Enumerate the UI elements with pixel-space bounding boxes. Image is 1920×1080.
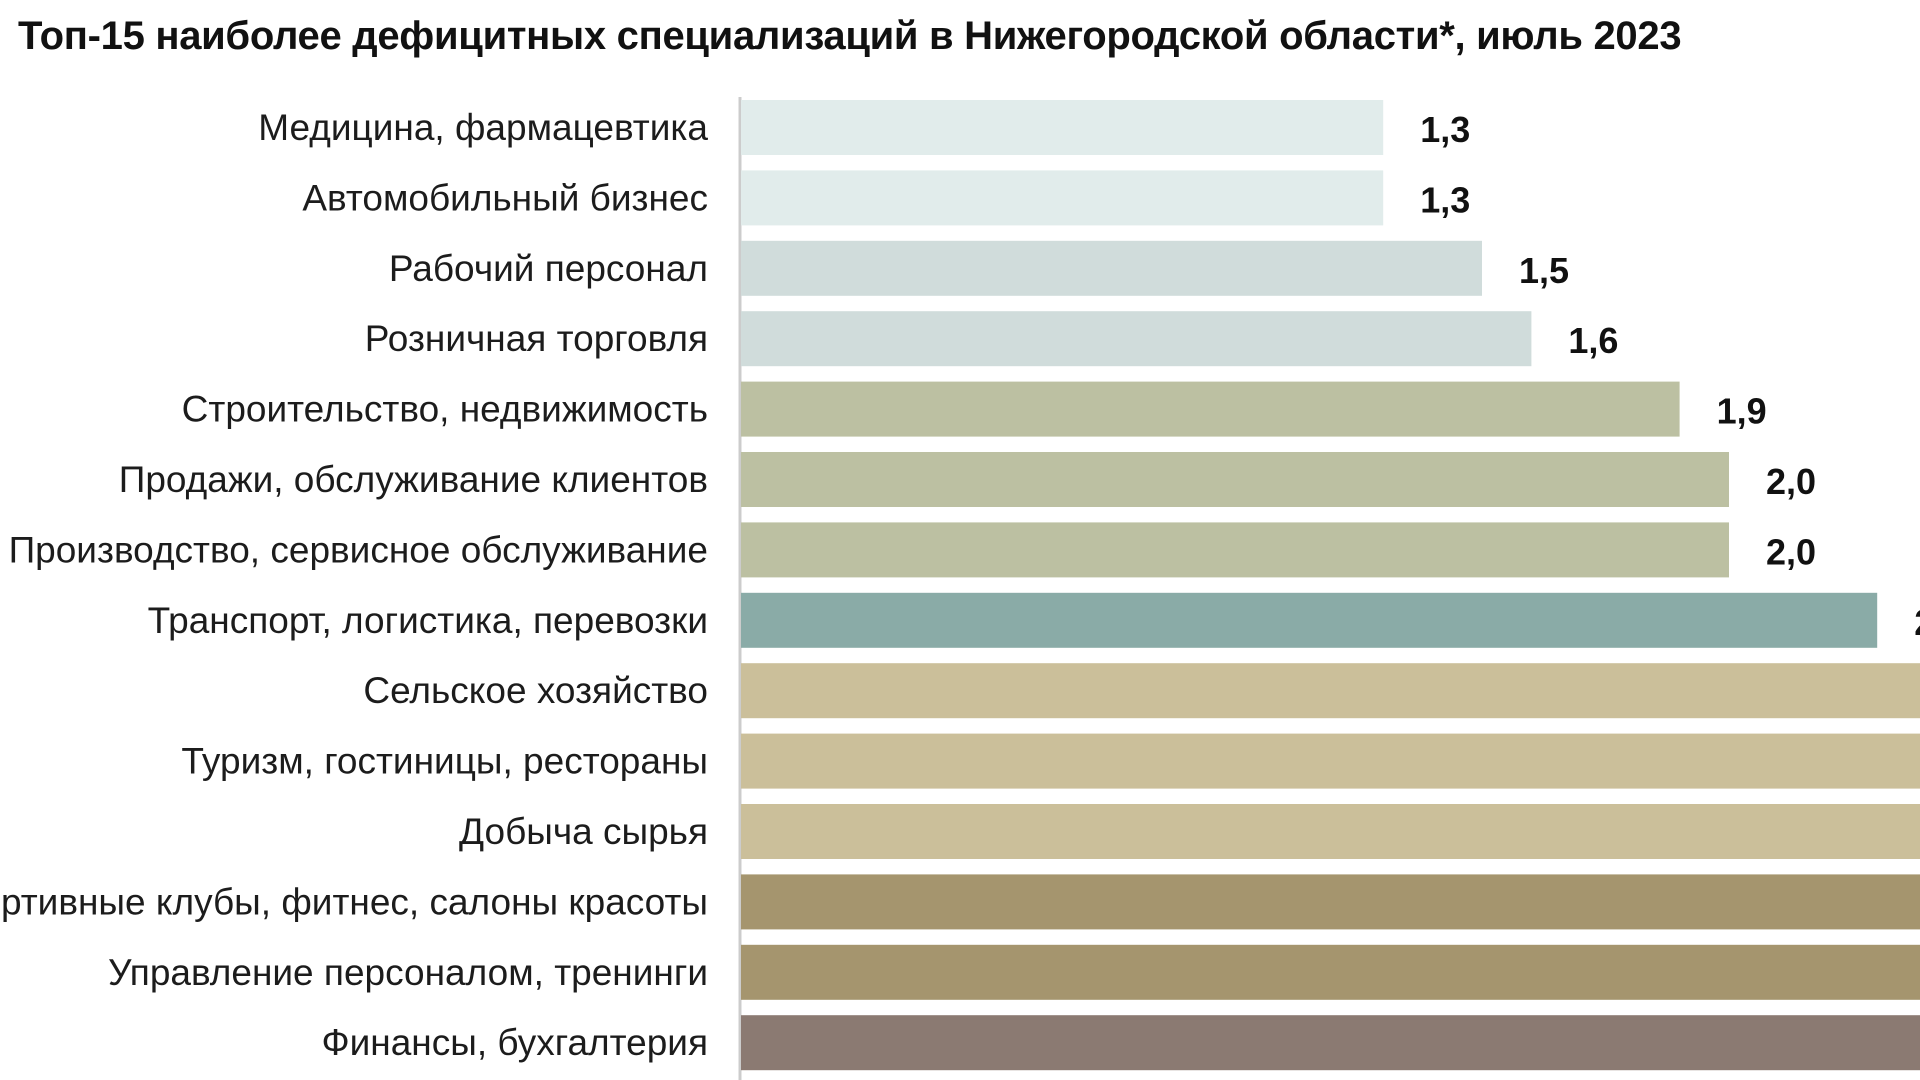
category-label: Производство, сервисное обслуживание [9,529,708,570]
bar-6 [741,452,1729,507]
category-label: Управление персоналом, тренинги [108,952,708,993]
bar-11 [741,804,1920,859]
category-label: Строительство, недвижимость [182,389,708,430]
category-label: Транспорт, логистика, перевозки [148,600,708,641]
category-label: Финансы, бухгалтерия [321,1022,708,1063]
category-label: Спортивные клубы, фитнес, салоны красоты [0,881,708,922]
category-label: Рабочий персонал [389,248,708,289]
value-label: 1,6 [1568,320,1618,361]
bar-8 [741,592,1878,648]
bar-5 [741,381,1680,437]
bar-2 [741,170,1384,226]
value-label: 1,5 [1519,250,1569,291]
category-label: Сельское хозяйство [363,670,708,711]
value-label: 1,9 [1717,391,1767,432]
bar-7 [741,522,1729,578]
value-label: 1,3 [1420,109,1470,150]
bar-10 [741,733,1920,789]
category-label: Туризм, гостиницы, рестораны [181,741,708,782]
category-label: Добыча сырья [459,811,708,852]
value-label: 2,3 [1914,602,1920,643]
chart-title: Топ-15 наиболее дефицитных специализаций… [18,14,1682,58]
bar-14 [741,1015,1920,1071]
bars-group: Медицина, фармацевтика 1,3 Автомобильный б… [0,100,1920,1071]
bar-3 [741,240,1482,296]
category-label: Розничная торговля [365,318,708,359]
bar-4 [741,311,1532,367]
value-label: 2,0 [1766,531,1816,572]
value-label: 1,3 [1420,179,1470,220]
bar-9 [741,663,1920,719]
category-label: Автомобильный бизнес [302,177,708,218]
bar-1 [741,100,1384,155]
value-label: 2,0 [1766,461,1816,502]
category-label: Продажи, обслуживание клиентов [119,459,708,500]
bar-12 [741,874,1920,930]
category-label: Медицина, фармацевтика [258,107,708,148]
bar-13 [741,944,1920,1000]
